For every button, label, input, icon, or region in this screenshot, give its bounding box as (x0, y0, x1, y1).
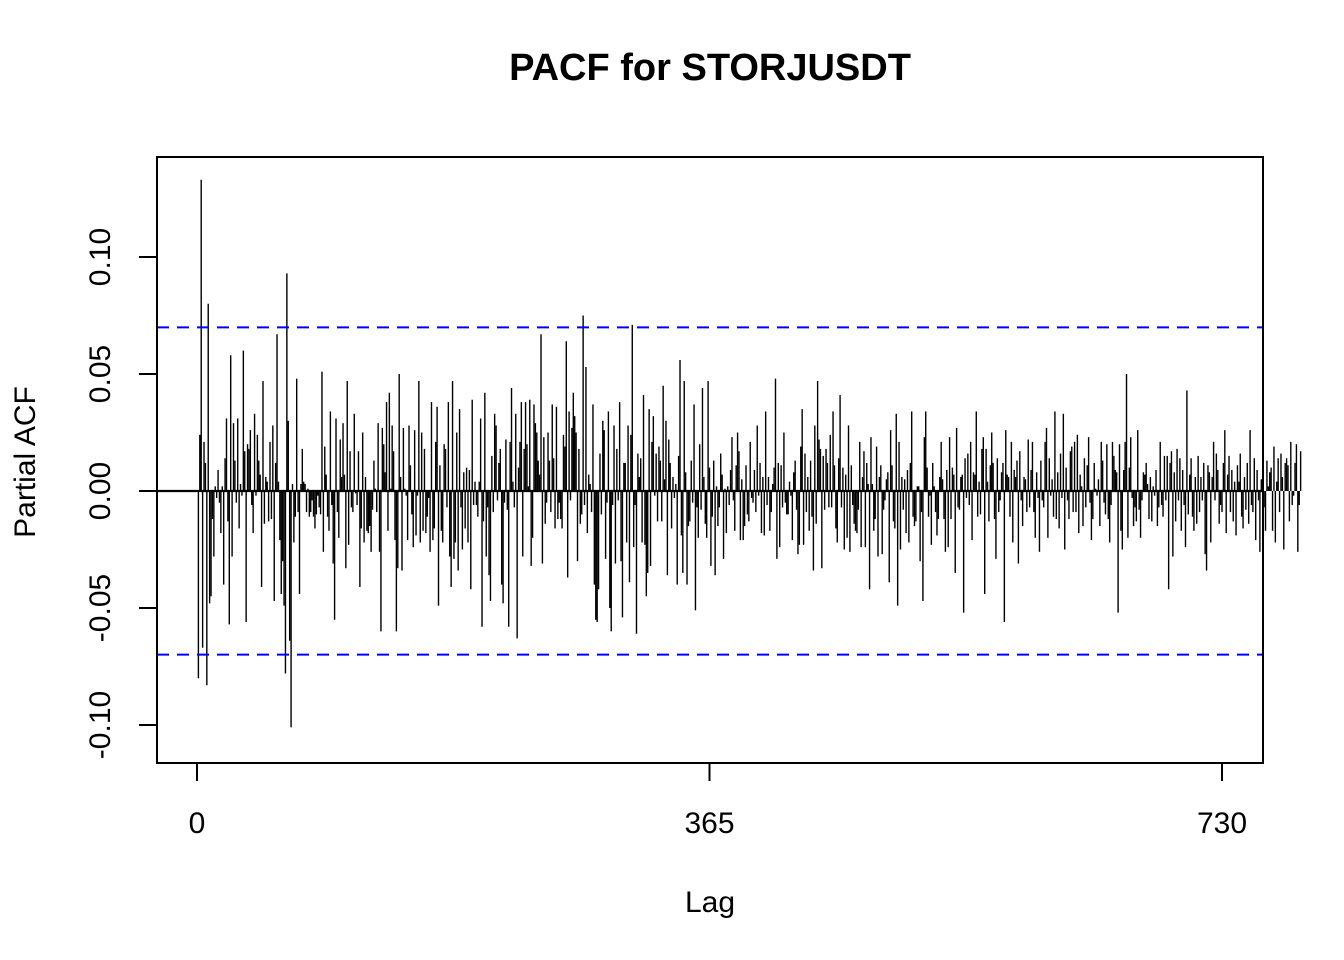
pacf-bars (197, 179, 1302, 728)
y-tick-label: 0.05 (84, 345, 117, 403)
x-axis: 0 365 730 (189, 762, 1247, 840)
x-tick-label: 730 (1197, 807, 1247, 840)
y-tick-label: -0.05 (84, 574, 117, 642)
y-tick-label: 0.10 (84, 228, 117, 286)
x-axis-label: Lag (685, 886, 735, 919)
x-tick-label: 365 (684, 807, 734, 840)
y-axis: -0.10 -0.05 0.00 0.05 0.10 (84, 228, 158, 759)
y-tick-label: -0.10 (84, 691, 117, 759)
x-tick-label: 0 (189, 807, 206, 840)
y-axis-label: Partial ACF (9, 386, 42, 538)
chart-title: PACF for STORJUSDT (509, 47, 911, 89)
y-tick-label: 0.00 (84, 462, 117, 520)
